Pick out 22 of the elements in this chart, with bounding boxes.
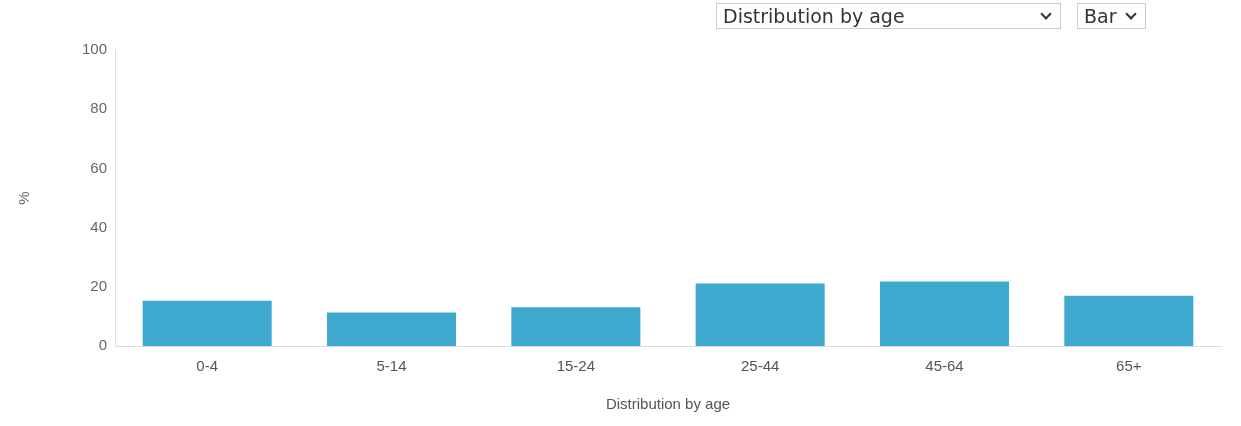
- bar: [879, 281, 1010, 346]
- x-tick-label: 65+: [1116, 357, 1142, 375]
- dropdown: Bar: [1077, 3, 1146, 29]
- y-tick-label: 20: [90, 276, 108, 294]
- x-axis-title: Distribution by age: [605, 395, 731, 413]
- x-tick-label: 0-4: [196, 357, 219, 375]
- y-tick-label: 60: [90, 158, 108, 176]
- y-tick-label: 80: [90, 99, 108, 117]
- bar: [142, 300, 272, 346]
- dropdown: Distribution by age: [716, 3, 1061, 29]
- x-tick-label: 45-64: [925, 357, 964, 375]
- y-axis-title: %: [15, 191, 33, 205]
- x-tick-label: 25-44: [740, 357, 780, 375]
- x-tick-label: 15-24: [556, 357, 596, 375]
- x-tick-label: 5-14: [376, 357, 407, 375]
- y-tick-label: 100: [82, 40, 108, 58]
- bar: [327, 312, 457, 346]
- y-tick-label: 40: [90, 217, 108, 235]
- y-tick-label: 0: [98, 336, 108, 354]
- bar: [695, 283, 825, 346]
- bar: [511, 307, 641, 346]
- bar: [1064, 295, 1194, 346]
